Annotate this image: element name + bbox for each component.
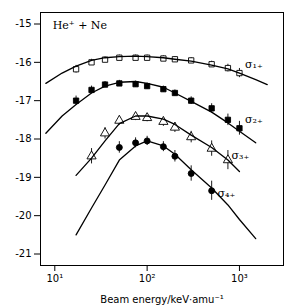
- svg-text:-21: -21: [15, 248, 31, 259]
- svg-text:σ₃₊: σ₃₊: [231, 149, 249, 162]
- svg-text:-16: -16: [15, 57, 31, 68]
- svg-text:-19: -19: [15, 172, 31, 183]
- svg-text:Beam energy/keV·amu⁻¹: Beam energy/keV·amu⁻¹: [100, 294, 223, 305]
- svg-text:-15: -15: [15, 18, 31, 29]
- svg-text:He⁺ + Ne: He⁺ + Ne: [53, 19, 107, 32]
- svg-text:-20: -20: [15, 210, 31, 221]
- svg-text:σ₂₊: σ₂₊: [245, 113, 263, 126]
- svg-text:σ₁₊: σ₁₊: [245, 58, 263, 71]
- svg-text:σ₄₊: σ₄₊: [218, 187, 236, 200]
- svg-text:-17: -17: [15, 95, 31, 106]
- svg-text:10²: 10²: [139, 273, 156, 284]
- svg-text:10¹: 10¹: [46, 273, 63, 284]
- svg-text:10³: 10³: [231, 273, 248, 284]
- svg-text:-18: -18: [15, 133, 31, 144]
